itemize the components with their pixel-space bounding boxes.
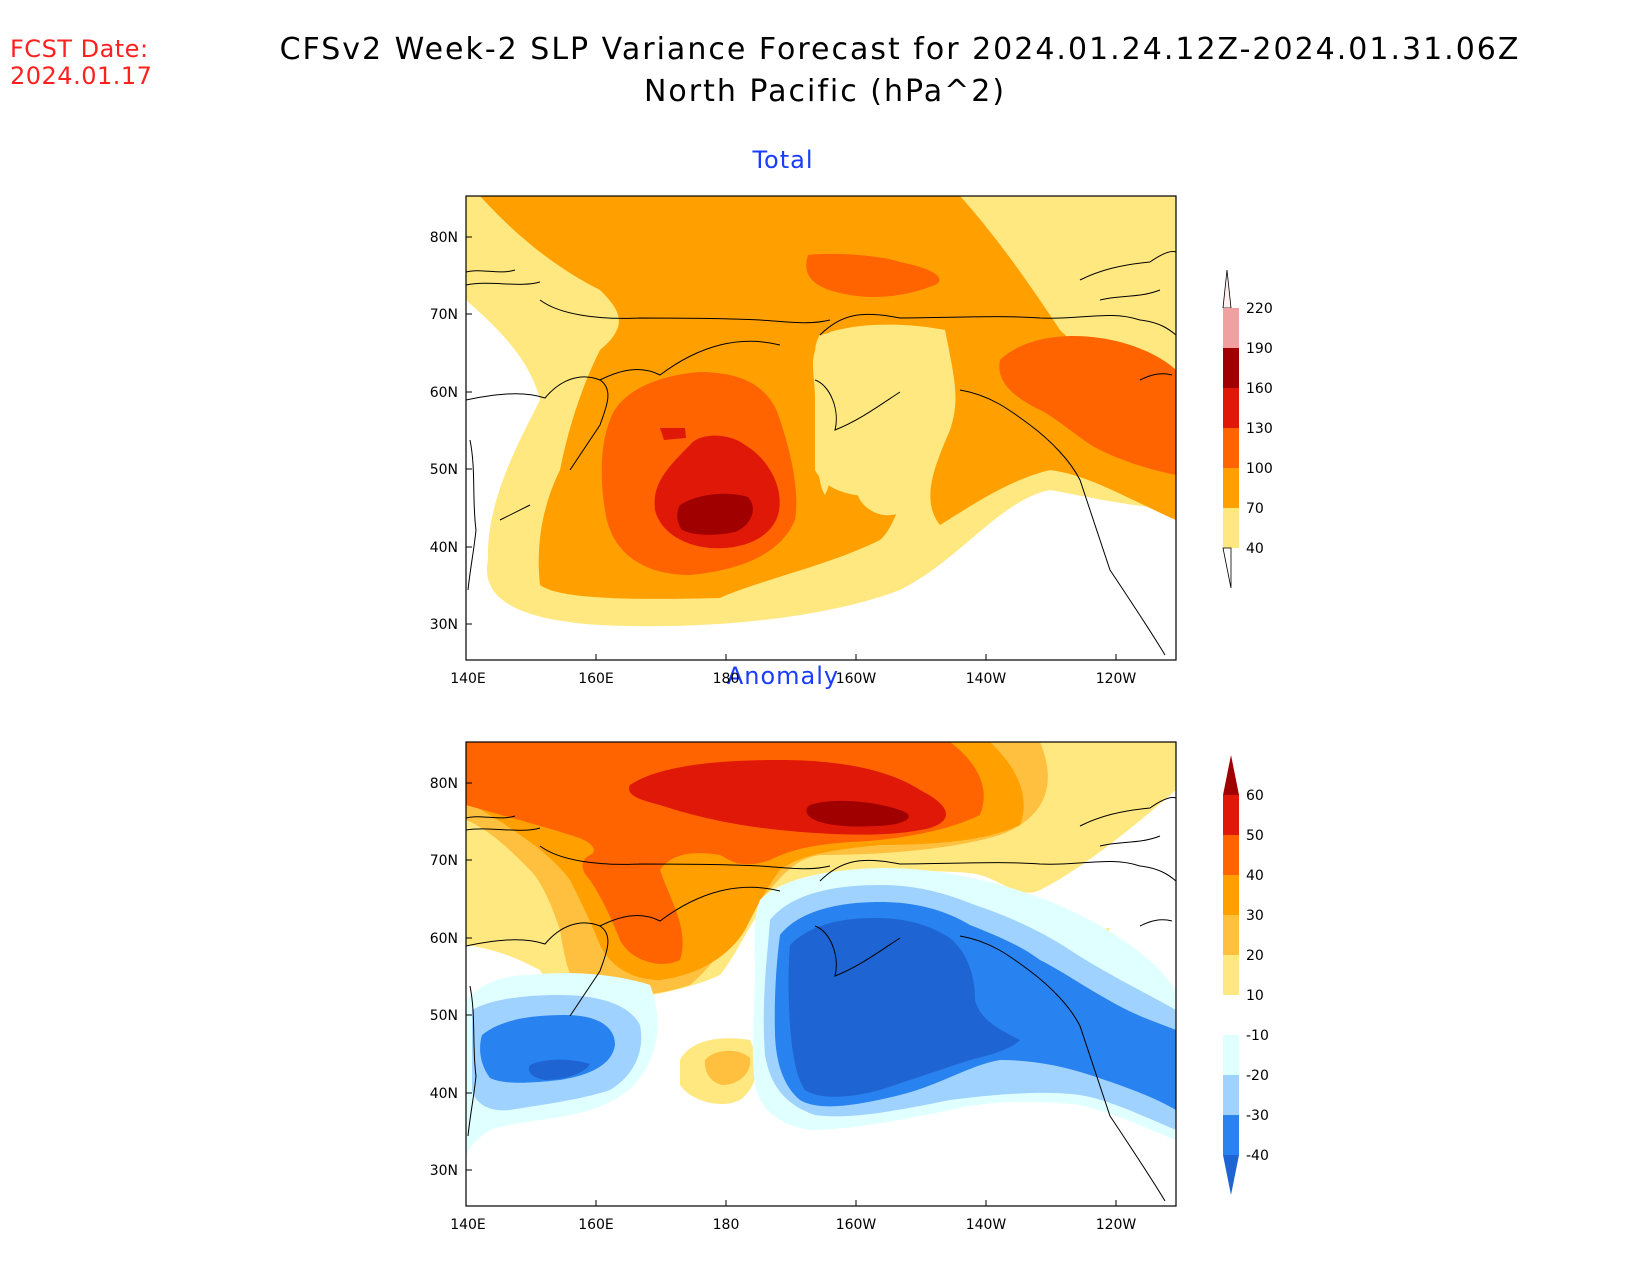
anomaly-lon-tick: 140W (966, 1217, 1007, 1233)
anomaly-map-frame (465, 741, 1177, 1207)
anomaly-colorbar-label: 20 (1246, 948, 1264, 964)
anomaly-fill-neg40 (788, 918, 1020, 1097)
anomaly-colorbar-box (1223, 1035, 1239, 1075)
main-subtitle: North Pacific (hPa^2) (643, 74, 1007, 109)
total-colorbar-box (1223, 508, 1239, 548)
anomaly-fill-20b (704, 1050, 751, 1085)
coastlines (466, 797, 1176, 1202)
total-axes (465, 236, 1117, 660)
total-lat-tick: 50N (430, 462, 458, 478)
total-lat-tick: 70N (430, 307, 458, 323)
total-colorbar-box (1223, 348, 1239, 388)
anomaly-colorbar-box (1223, 1075, 1239, 1115)
total-lat-tick: 30N (430, 617, 458, 633)
anomaly-fill-neg40b (528, 1059, 590, 1080)
anomaly-colorbar-box (1223, 1115, 1239, 1155)
total-colorbar: 220 190 160 130 100 70 40 (1222, 269, 1273, 589)
anomaly-colorbar-label: 30 (1246, 908, 1264, 924)
anomaly-lon-tick: 160E (578, 1217, 614, 1233)
anomaly-lat-tick: 40N (430, 1086, 458, 1102)
anomaly-colorbar-label: -40 (1246, 1148, 1269, 1164)
anomaly-fill-60 (806, 800, 909, 827)
anomaly-lat-tick: 80N (430, 776, 458, 792)
total-colorbar-box (1223, 428, 1239, 468)
total-colorbar-box (1223, 388, 1239, 428)
anomaly-lon-tick: 120W (1096, 1217, 1137, 1233)
total-fill-70b (814, 329, 947, 516)
anomaly-lon-tick: 180 (713, 1217, 740, 1233)
total-colorbar-label: 160 (1246, 381, 1273, 397)
total-colorbar-label: 70 (1246, 501, 1264, 517)
anomaly-colorbar-label: -30 (1246, 1108, 1269, 1124)
anomaly-colorbar-label: -20 (1246, 1068, 1269, 1084)
forecast-date-label: FCST Date: (10, 35, 149, 63)
anomaly-lat-tick: 30N (430, 1163, 458, 1179)
anomaly-colorbar-top-cap (1223, 755, 1239, 795)
anomaly-axes (465, 782, 1117, 1206)
total-colorbar-box (1223, 468, 1239, 508)
anomaly-colorbar-label: 10 (1246, 988, 1264, 1004)
anomaly-lat-tick: 50N (430, 1008, 458, 1024)
anomaly-colorbar-box (1223, 835, 1239, 875)
main-title: CFSv2 Week-2 SLP Variance Forecast for 2… (279, 32, 1521, 67)
coastlines (466, 251, 1176, 656)
total-lon-tick: 160E (578, 671, 614, 687)
total-map-frame (465, 195, 1177, 661)
anomaly-map (466, 742, 1176, 1206)
total-lon-tick: 160W (836, 671, 877, 687)
total-lon-tick: 140W (966, 671, 1007, 687)
total-fill-100b (806, 253, 940, 297)
anomaly-colorbar-label: -10 (1246, 1028, 1269, 1044)
total-lat-tick: 80N (430, 230, 458, 246)
total-colorbar-label: 190 (1246, 341, 1273, 357)
total-fill-160 (677, 493, 753, 535)
anomaly-colorbar-box (1223, 875, 1239, 915)
total-lon-tick: 180 (713, 671, 740, 687)
anomaly-colorbar-label: 40 (1246, 868, 1264, 884)
total-fill-130b (660, 428, 686, 440)
total-map (466, 196, 1176, 660)
anomaly-colorbar-box (1223, 915, 1239, 955)
total-colorbar-label: 100 (1246, 461, 1273, 477)
anomaly-lat-tick: 60N (430, 931, 458, 947)
total-colorbar-box (1223, 308, 1239, 348)
total-colorbar-top-cap (1222, 269, 1232, 309)
anomaly-colorbar-label: 60 (1246, 788, 1264, 804)
panel-title-total: Total (752, 146, 814, 174)
total-colorbar-label: 40 (1246, 541, 1264, 557)
anomaly-lon-tick: 160W (836, 1217, 877, 1233)
anomaly-colorbar-box (1223, 795, 1239, 835)
total-colorbar-label: 220 (1246, 301, 1273, 317)
anomaly-colorbar-box (1223, 955, 1239, 995)
total-lon-tick: 120W (1096, 671, 1137, 687)
anomaly-colorbar-box (1223, 995, 1239, 1035)
anomaly-lat-tick: 70N (430, 853, 458, 869)
total-lat-tick: 40N (430, 540, 458, 556)
total-lon-tick: 140E (450, 671, 486, 687)
total-colorbar-bottom-cap (1222, 547, 1232, 589)
anomaly-colorbar-bottom-cap (1223, 1155, 1239, 1195)
total-fill-100c (999, 336, 1176, 475)
total-lat-tick: 60N (430, 385, 458, 401)
forecast-date-block: FCST Date: 2024.01.17 (10, 36, 152, 90)
anomaly-lon-tick: 140E (450, 1217, 486, 1233)
total-colorbar-label: 130 (1246, 421, 1273, 437)
anomaly-colorbar-label: 50 (1246, 828, 1264, 844)
panel-title-anomaly: Anomaly (726, 662, 840, 690)
forecast-date-value: 2024.01.17 (10, 62, 153, 90)
anomaly-colorbar: 60 50 40 30 20 10 -10 -20 -30 -40 (1223, 755, 1269, 1195)
